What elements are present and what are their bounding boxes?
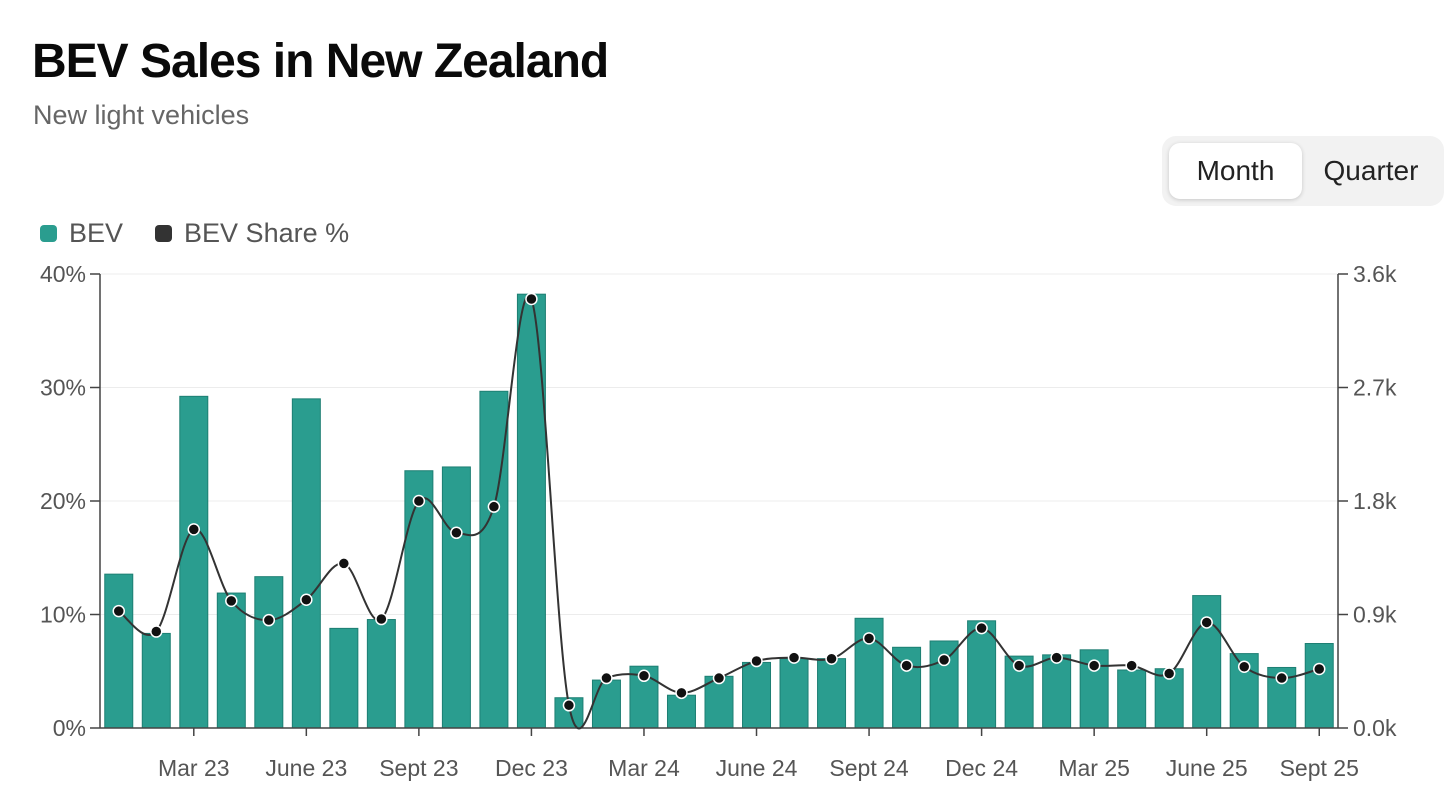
x-tick-label: June 25: [1166, 755, 1248, 781]
bev-share-point[interactable]: [1125, 659, 1138, 672]
bev-share-point[interactable]: [1275, 671, 1288, 685]
x-tick-label: June 23: [265, 755, 347, 781]
legend-label-bev: BEV: [69, 218, 124, 248]
bev-share-point[interactable]: [1012, 659, 1026, 672]
bev-share-point[interactable]: [1312, 662, 1326, 676]
bev-share-point[interactable]: [375, 612, 388, 626]
bev-bar[interactable]: [291, 398, 321, 729]
bev-bar[interactable]: [591, 679, 621, 729]
bev-bar[interactable]: [779, 658, 809, 729]
bev-bar[interactable]: [329, 627, 359, 729]
bev-share-point[interactable]: [1237, 660, 1251, 673]
bev-bar[interactable]: [1042, 654, 1072, 729]
bev-swatch: [40, 225, 57, 242]
legend-label-bev-share: BEV Share %: [184, 218, 350, 248]
bev-share-point[interactable]: [937, 653, 951, 667]
bev-bar[interactable]: [817, 658, 847, 729]
x-tick-label: Sept 23: [379, 755, 458, 781]
bev-bar[interactable]: [1117, 669, 1147, 729]
bev-share-point[interactable]: [900, 659, 913, 672]
y-left-tick-label: 0%: [53, 715, 86, 741]
x-tick-label: Mar 23: [158, 755, 230, 781]
y-right-tick-label: 1.8k: [1353, 488, 1397, 514]
bev-share-point[interactable]: [262, 613, 276, 627]
month-toggle-button[interactable]: Month: [1169, 143, 1302, 199]
bev-share-point[interactable]: [750, 654, 763, 668]
bev-bar[interactable]: [366, 619, 396, 729]
y-left-tick-label: 40%: [40, 261, 86, 287]
bev-share-point[interactable]: [825, 652, 838, 666]
x-tick-label: Mar 25: [1058, 755, 1130, 781]
bev-share-point[interactable]: [300, 593, 313, 606]
bev-share-point[interactable]: [412, 494, 426, 508]
y-right-tick-label: 3.6k: [1353, 261, 1397, 287]
bev-bar[interactable]: [141, 632, 171, 729]
bev-share-point[interactable]: [1087, 659, 1101, 672]
bev-share-point[interactable]: [225, 594, 238, 608]
bev-bar[interactable]: [704, 675, 734, 729]
bev-share-point[interactable]: [487, 500, 501, 513]
period-toggle: Month Quarter: [1162, 136, 1444, 206]
bev-share-point[interactable]: [862, 632, 876, 645]
x-tick-label: Dec 23: [495, 755, 568, 781]
quarter-toggle-button[interactable]: Quarter: [1323, 155, 1419, 186]
legend-item-bev-share[interactable]: BEV Share %: [155, 218, 349, 249]
bev-share-point[interactable]: [787, 651, 801, 664]
bev-share-point[interactable]: [1050, 651, 1063, 664]
legend-item-bev[interactable]: BEV: [40, 218, 123, 249]
bev-share-point[interactable]: [1162, 667, 1176, 680]
bev-share-point[interactable]: [150, 625, 163, 638]
bev-share-point[interactable]: [562, 699, 576, 712]
bev-share-point[interactable]: [600, 671, 613, 685]
bev-bar[interactable]: [666, 694, 696, 729]
bev-bar[interactable]: [967, 620, 997, 729]
y-right-tick-label: 2.7k: [1353, 375, 1397, 401]
bev-share-point[interactable]: [112, 604, 126, 618]
bev-share-swatch: [155, 225, 173, 242]
x-tick-label: Mar 24: [608, 755, 680, 781]
bev-share-point[interactable]: [675, 686, 688, 700]
bev-bar[interactable]: [1192, 595, 1222, 729]
y-left-tick-label: 30%: [40, 375, 86, 401]
bev-bar[interactable]: [216, 592, 246, 729]
y-right-tick-label: 0.0k: [1353, 715, 1397, 741]
bev-share-point[interactable]: [337, 557, 351, 570]
x-tick-label: Sept 24: [829, 755, 908, 781]
bev-bar[interactable]: [179, 395, 209, 729]
x-tick-label: Sept 25: [1280, 755, 1359, 781]
bev-bar[interactable]: [1304, 643, 1334, 729]
bev-bar[interactable]: [742, 661, 772, 729]
y-left-tick-label: 10%: [40, 602, 86, 628]
y-right-tick-label: 0.9k: [1353, 602, 1397, 628]
y-left-tick-label: 20%: [40, 488, 86, 514]
bev-share-point[interactable]: [187, 523, 201, 536]
chart-title: BEV Sales in New Zealand: [32, 35, 609, 88]
x-tick-label: June 24: [716, 755, 798, 781]
bev-share-point[interactable]: [637, 669, 651, 683]
bev-bar[interactable]: [404, 470, 434, 729]
bev-share-point[interactable]: [975, 621, 988, 635]
bev-bar[interactable]: [104, 573, 134, 729]
bev-bar[interactable]: [254, 576, 284, 729]
legend: BEV BEV Share %: [40, 218, 381, 249]
bev-share-point[interactable]: [1200, 616, 1213, 629]
bev-bar[interactable]: [516, 293, 546, 729]
bev-share-point[interactable]: [525, 292, 538, 306]
x-tick-label: Dec 24: [945, 755, 1018, 781]
bev-bar[interactable]: [441, 466, 471, 729]
bev-share-point[interactable]: [450, 526, 463, 540]
chart-subtitle: New light vehicles: [33, 100, 250, 130]
bev-share-point[interactable]: [712, 671, 726, 685]
